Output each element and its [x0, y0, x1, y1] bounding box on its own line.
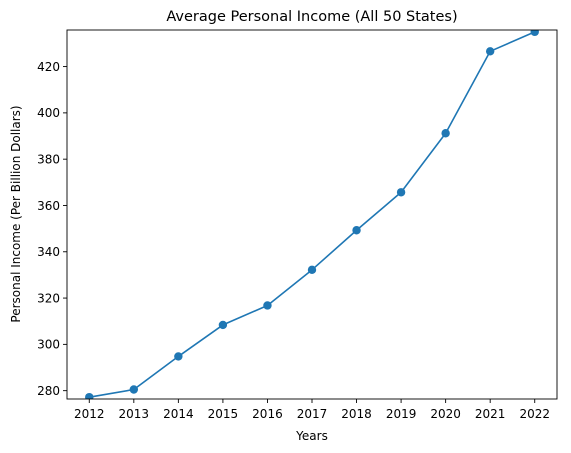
- data-point: [352, 226, 361, 235]
- data-point: [263, 301, 272, 310]
- y-tick-label: 300: [37, 338, 60, 352]
- data-point: [530, 30, 539, 37]
- y-tick-label: 380: [37, 152, 60, 166]
- y-axis-label: Personal Income (Per Billion Dollars): [9, 105, 23, 322]
- plot-area: 2012 2013 2014 2015 2016 2017 2018 2019 2020 2021…: [37, 29, 558, 421]
- data-point: [307, 265, 317, 275]
- data-point: [174, 352, 183, 361]
- x-axis-label: Years: [295, 429, 328, 443]
- x-tick-label: 2020: [430, 407, 461, 421]
- data-point: [485, 47, 495, 56]
- data-point: [396, 188, 406, 197]
- data-point: [218, 320, 228, 330]
- data-point: [85, 392, 94, 399]
- y-tick-label: 340: [37, 245, 60, 259]
- x-tick-label: 2014: [163, 407, 194, 421]
- x-tick-label: 2022: [519, 407, 550, 421]
- chart-title: Average Personal Income (All 50 States): [166, 9, 457, 25]
- x-tick-label: 2015: [208, 407, 239, 421]
- x-tick-label: 2016: [252, 407, 283, 421]
- y-tick-label: 360: [37, 199, 60, 213]
- x-tick-label: 2012: [74, 407, 105, 421]
- x-tick-label: 2019: [386, 407, 417, 421]
- x-tick-label: 2018: [341, 407, 372, 421]
- data-layer: [85, 30, 539, 399]
- y-tick-label: 280: [37, 384, 60, 398]
- x-tick-label: 2017: [297, 407, 328, 421]
- y-tick-label: 400: [37, 106, 60, 120]
- axes-frame: [66, 29, 558, 400]
- y-tick-label: 420: [37, 60, 60, 74]
- x-tick-label: 2021: [475, 407, 506, 421]
- data-point: [129, 385, 139, 394]
- y-tick-label: 320: [37, 291, 60, 305]
- x-tick-label: 2013: [119, 407, 150, 421]
- data-point: [441, 129, 450, 138]
- series-line: [88, 31, 536, 398]
